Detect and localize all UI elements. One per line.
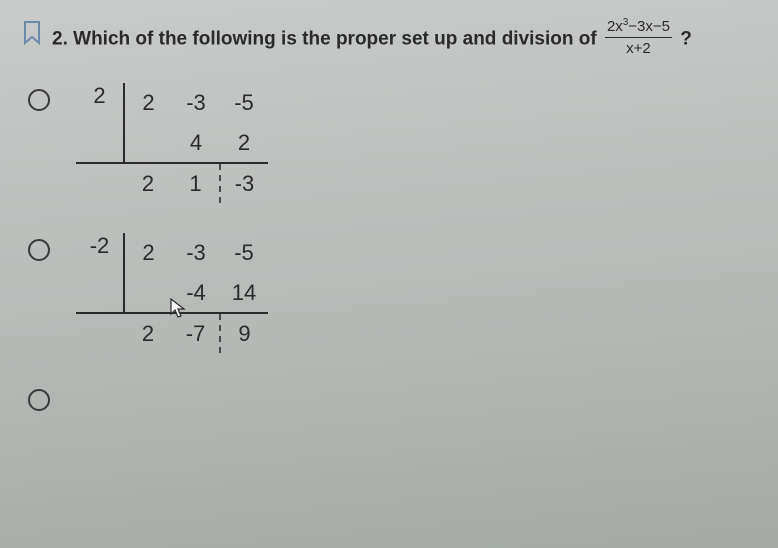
question-body-a: Which of the following is the proper set…	[73, 29, 602, 50]
synth-table-a: 2 2 -3 -5 4 2 2 1 -3	[76, 83, 268, 203]
frac-num: 2x3−3x−5	[605, 16, 672, 38]
cell: 2	[124, 313, 172, 353]
cell	[124, 123, 172, 163]
cell: 4	[172, 123, 220, 163]
synth-table-b: -2 2 -3 -5 -4 14 2 -7 9	[76, 233, 268, 353]
option-b[interactable]: -2 2 -3 -5 -4 14 2 -7 9	[28, 233, 756, 353]
divisor-a: 2	[76, 83, 124, 163]
radio-b[interactable]	[28, 239, 50, 261]
cell: 1	[172, 163, 220, 203]
cell: -3	[172, 233, 220, 273]
cell: 14	[220, 273, 268, 313]
frac-den: x+2	[605, 38, 672, 59]
radio-a[interactable]	[28, 89, 50, 111]
cell: 2	[124, 163, 172, 203]
question-fraction: 2x3−3x−5 x+2	[605, 16, 672, 59]
option-c[interactable]	[28, 383, 756, 411]
cell: -3	[172, 83, 220, 123]
cell: 2	[220, 123, 268, 163]
cell: 2	[124, 83, 172, 123]
cell: 2	[124, 233, 172, 273]
bookmark-icon	[22, 20, 42, 46]
question-text: 2. Which of the following is the proper …	[52, 18, 692, 61]
question-number: 2.	[52, 29, 68, 50]
option-a[interactable]: 2 2 -3 -5 4 2 2 1 -3	[28, 83, 756, 203]
options-container: 2 2 -3 -5 4 2 2 1 -3	[22, 83, 756, 411]
cell: -7	[172, 313, 220, 353]
cell: -5	[220, 83, 268, 123]
remainder-a: -3	[220, 163, 268, 203]
cell	[124, 273, 172, 313]
remainder-b: 9	[220, 313, 268, 353]
question-body-b: ?	[680, 29, 692, 50]
radio-c[interactable]	[28, 389, 50, 411]
divisor-b: -2	[76, 233, 124, 313]
cell: -4	[172, 273, 220, 313]
cell: -5	[220, 233, 268, 273]
